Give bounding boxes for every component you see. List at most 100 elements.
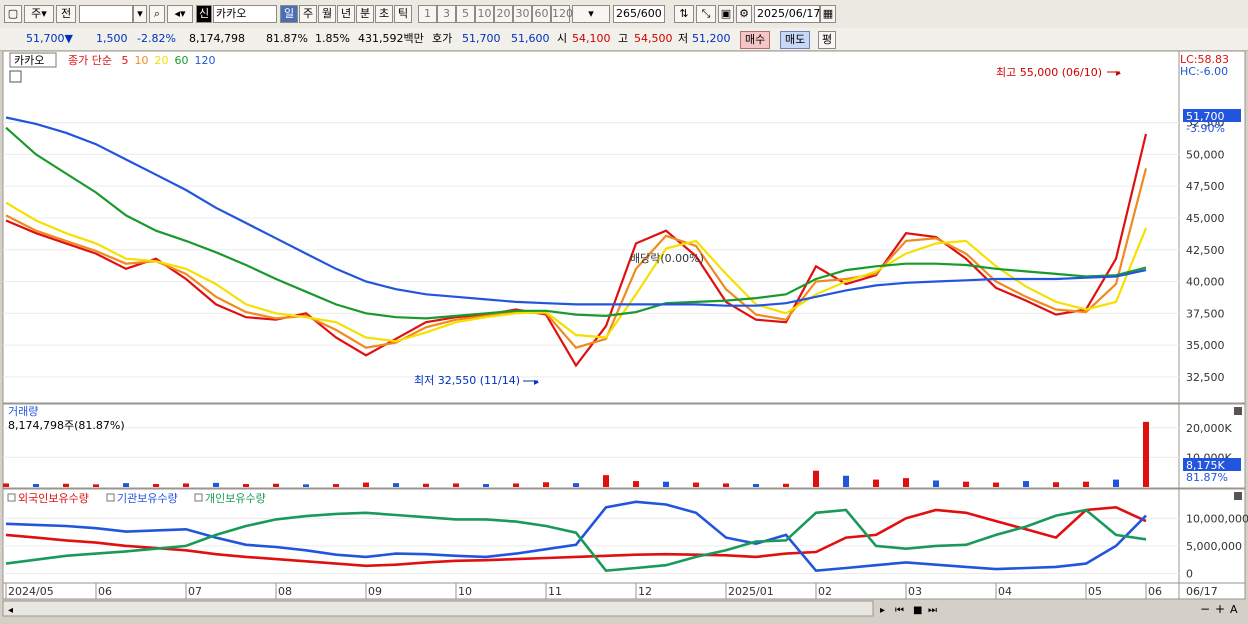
date-tick-label: 11 bbox=[548, 585, 562, 598]
volume-bar bbox=[243, 484, 249, 487]
holdings-legend: 외국인보유수량 기관보유수량 개인보유수량 bbox=[7, 492, 266, 505]
interval-button-120[interactable]: 120 bbox=[551, 5, 573, 23]
low-label: 저 bbox=[678, 32, 689, 45]
period-tab-4[interactable]: 분 bbox=[356, 5, 374, 23]
period-tab-5[interactable]: 초 bbox=[375, 5, 393, 23]
holdings-tick-label: 0 bbox=[1186, 567, 1193, 580]
volume-tag bbox=[1183, 458, 1241, 471]
code-dropdown-icon[interactable]: ▾ bbox=[133, 5, 147, 23]
sell-button[interactable]: 매도 bbox=[780, 31, 811, 49]
price-panel bbox=[2, 50, 1180, 404]
layout-icon[interactable]: ▢ bbox=[4, 5, 22, 23]
holdings-legend-label: 기관보유수량 bbox=[117, 492, 178, 505]
period-tab-3[interactable]: 년 bbox=[337, 5, 355, 23]
ma-lines bbox=[5, 116, 1148, 368]
date-input[interactable]: 2025/06/17 bbox=[754, 5, 820, 23]
period-tab-2[interactable]: 월 bbox=[318, 5, 336, 23]
turnover-percent: 1.85% bbox=[315, 32, 350, 45]
volume-bar bbox=[1113, 479, 1119, 487]
stop-icon[interactable]: ■ bbox=[913, 605, 922, 616]
buy-button[interactable]: 매수 bbox=[740, 31, 771, 49]
interval-button-60[interactable]: 60 bbox=[532, 5, 551, 23]
gear-icon[interactable]: ⚙ bbox=[736, 5, 752, 23]
zoom-in-icon[interactable]: + bbox=[1215, 602, 1225, 616]
auto-scale-icon[interactable]: A bbox=[1230, 603, 1238, 616]
ma-line-10 bbox=[5, 168, 1148, 349]
volume-bar bbox=[393, 483, 399, 487]
holdings-tick-label: 5,000,000 bbox=[1186, 540, 1242, 553]
interval-button-5[interactable]: 5 bbox=[456, 5, 475, 23]
ma-legend-20: 20 bbox=[154, 54, 168, 67]
interval-dropdown[interactable]: ▾ bbox=[572, 5, 610, 23]
hc-label: HC:-6.00 bbox=[1180, 65, 1228, 78]
ma-legend-5: 5 bbox=[121, 54, 128, 67]
interval-button-20[interactable]: 20 bbox=[494, 5, 513, 23]
stock-title-box[interactable] bbox=[9, 52, 57, 68]
volume-bar bbox=[903, 478, 909, 487]
zoom-out-icon[interactable]: − bbox=[1200, 602, 1210, 616]
date-tick-label: 07 bbox=[188, 585, 202, 598]
speaker-icon[interactable]: ◂▾ bbox=[167, 5, 193, 23]
volume-bar bbox=[573, 483, 579, 487]
down-arrow-icon: ▼ bbox=[64, 32, 73, 45]
ma-legend-prefix: 종가 단순 bbox=[68, 54, 112, 67]
chart-type-icon[interactable]: ⇅ bbox=[674, 5, 694, 23]
volume-ratio: 81.87% bbox=[266, 32, 308, 45]
volume-bar bbox=[783, 483, 789, 487]
tab-week[interactable]: 주▾ bbox=[24, 5, 54, 23]
volume-bar bbox=[513, 483, 519, 487]
dividend-annotation: 배당락(0.00%) bbox=[630, 252, 704, 265]
ma-legend-120: 120 bbox=[194, 54, 215, 67]
last-page-icon[interactable]: ⏭ bbox=[928, 605, 937, 616]
bar-count-input[interactable]: 265/600 bbox=[613, 5, 665, 23]
volume-tag-pct: 81.87% bbox=[1186, 471, 1228, 484]
date-tick-label: 09 bbox=[368, 585, 382, 598]
holdings-close-icon[interactable] bbox=[1234, 492, 1242, 500]
volume-bar bbox=[993, 482, 999, 487]
calendar-icon[interactable]: ▦ bbox=[820, 5, 836, 23]
stock-code-input[interactable]: 035720 bbox=[79, 5, 133, 23]
volume-bar bbox=[183, 483, 189, 487]
trade-value: 431,592백만 bbox=[358, 32, 424, 45]
ma-legend-10: 10 bbox=[134, 54, 148, 67]
stock-name-field[interactable]: 카카오 bbox=[213, 5, 277, 23]
interval-button-30[interactable]: 30 bbox=[513, 5, 532, 23]
first-page-icon[interactable]: ⏮ bbox=[895, 605, 904, 616]
holdings-legend-box bbox=[7, 493, 16, 502]
volume-value-label: 8,174,798주(81.87%) bbox=[8, 419, 125, 432]
low-annotation: 최저 32,550 (11/14) bbox=[414, 374, 520, 387]
ask-price: 51,700 bbox=[462, 32, 501, 45]
tab-prev[interactable]: 전 bbox=[56, 5, 76, 23]
volume-tick-label: 20,000K bbox=[1186, 422, 1232, 435]
stock-chart[interactable]: 32,500 35,000 37,500 40,000 42,500 45,000 47,5… bbox=[0, 50, 1248, 621]
period-tab-0[interactable]: 일 bbox=[280, 5, 298, 23]
price-tick-label: 45,000 bbox=[1186, 212, 1225, 225]
high-label: 고 bbox=[618, 32, 629, 45]
date-tick-label: 05 bbox=[1088, 585, 1102, 598]
volume-tag-text: 8,175K bbox=[1186, 459, 1225, 472]
draw-tool-icon[interactable]: ⤡ bbox=[696, 5, 716, 23]
average-button[interactable]: 평 bbox=[818, 31, 837, 49]
lc-label: LC:58.83 bbox=[1180, 53, 1229, 66]
save-icon[interactable]: ▣ bbox=[718, 5, 734, 23]
scroll-left-icon[interactable]: ◂ bbox=[8, 605, 13, 616]
high-annotation: 최고 55,000 (06/10) bbox=[996, 66, 1102, 79]
grid-lines bbox=[3, 122, 1179, 574]
volume-bar bbox=[153, 484, 159, 487]
volume-close-icon[interactable] bbox=[1234, 407, 1242, 415]
date-axis-end bbox=[1178, 582, 1246, 600]
interval-button-3[interactable]: 3 bbox=[437, 5, 456, 23]
volume-bar bbox=[483, 484, 489, 487]
ma-line-5 bbox=[5, 133, 1148, 368]
search-icon[interactable]: ⌕ bbox=[149, 5, 165, 23]
scroll-right-icon[interactable]: ▸ bbox=[880, 605, 885, 616]
period-tab-1[interactable]: 주 bbox=[299, 5, 317, 23]
horizontal-scrollbar[interactable] bbox=[2, 600, 874, 617]
volume-bar bbox=[693, 482, 699, 487]
grid-toggle-icon[interactable] bbox=[9, 70, 22, 83]
interval-button-10[interactable]: 10 bbox=[475, 5, 494, 23]
period-tab-6[interactable]: 틱 bbox=[394, 5, 412, 23]
date-tick-label: 12 bbox=[638, 585, 652, 598]
interval-button-1[interactable]: 1 bbox=[418, 5, 437, 23]
volume-bar bbox=[753, 484, 759, 487]
